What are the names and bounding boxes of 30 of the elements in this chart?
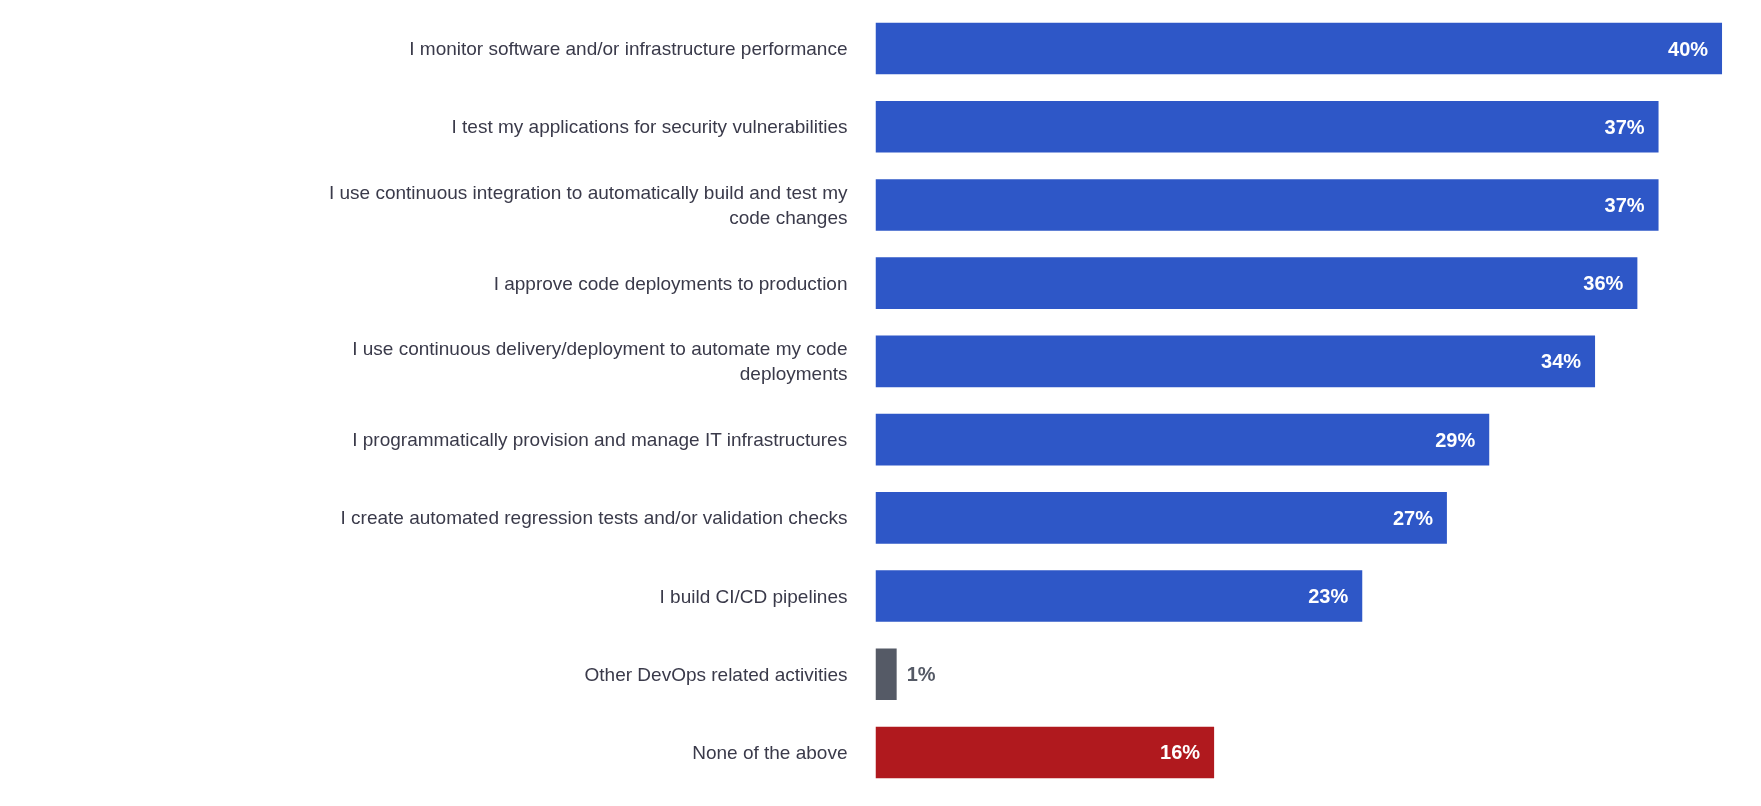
bar xyxy=(875,413,1490,466)
bar xyxy=(875,100,1659,153)
bar xyxy=(875,570,1363,622)
data-label: 34% xyxy=(1541,350,1582,373)
bar xyxy=(875,335,1596,388)
data-label: 37% xyxy=(1604,115,1645,138)
bar xyxy=(875,257,1638,309)
y-tick-label: None of the above xyxy=(692,741,848,763)
bar xyxy=(875,492,1447,544)
y-tick-label: I approve code deployments to production xyxy=(493,272,848,294)
data-label: 29% xyxy=(1435,428,1476,451)
y-tick-label: I use continuous delivery/deployment to automate my code deployments xyxy=(352,338,848,385)
y-tick-label: I monitor software and/or infrastructure performance xyxy=(409,38,848,60)
bar xyxy=(875,179,1659,231)
y-tick-label: I test my applications for security vulnerabilities xyxy=(451,116,848,138)
bar xyxy=(875,648,897,701)
data-label: 37% xyxy=(1604,193,1645,216)
y-tick-label: I create automated regression tests and/or validation checks xyxy=(340,507,848,529)
bar xyxy=(875,726,1215,779)
data-label: 1% xyxy=(906,663,936,686)
y-tick-label: I programmatically provision and manage IT infrastructures xyxy=(352,429,848,451)
data-label: 40% xyxy=(1668,37,1709,60)
y-tick-label: Other DevOps related activities xyxy=(584,663,848,685)
bar xyxy=(875,22,1723,75)
data-label: 27% xyxy=(1392,506,1434,529)
y-tick-label: I use continuous integration to automatically build and test my code changes xyxy=(328,181,848,229)
data-label: 36% xyxy=(1583,272,1624,295)
data-label: 16% xyxy=(1160,741,1201,764)
data-label: 23% xyxy=(1308,585,1349,608)
y-tick-label: I build CI/CD pipelines xyxy=(659,585,848,607)
